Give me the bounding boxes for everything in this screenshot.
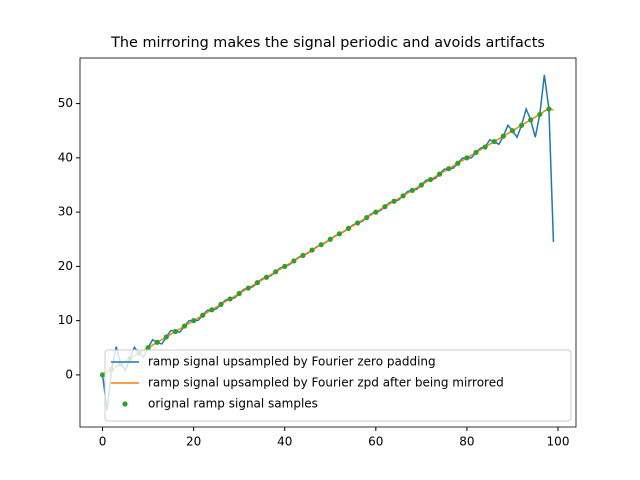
legend-label: ramp signal upsampled by Fourier zero pa…	[148, 355, 436, 369]
point	[218, 301, 224, 307]
legend-marker	[122, 401, 128, 407]
y-tick-label: 40	[58, 150, 73, 164]
point	[209, 307, 215, 313]
point	[528, 117, 534, 123]
point	[336, 231, 342, 237]
y-tick-label: 20	[58, 259, 73, 273]
x-tick-label: 40	[277, 435, 292, 449]
point	[427, 176, 434, 183]
y-tick-label: 0	[65, 367, 73, 381]
point	[163, 334, 169, 340]
x-tick-label: 60	[368, 435, 383, 449]
legend-box	[104, 349, 572, 422]
point	[382, 204, 388, 210]
point	[491, 138, 497, 145]
point	[482, 144, 488, 150]
point	[518, 122, 525, 128]
axes-frame	[79, 57, 577, 428]
point	[418, 182, 424, 188]
point	[181, 323, 188, 329]
point	[309, 247, 315, 253]
x-tick-label: 20	[186, 435, 201, 449]
y-tick-label: 50	[58, 96, 73, 110]
point	[500, 133, 506, 139]
point	[263, 274, 270, 280]
point	[145, 345, 151, 351]
point	[172, 328, 179, 335]
point	[400, 193, 406, 199]
point	[455, 160, 461, 166]
point	[391, 198, 397, 204]
legend-label: ramp signal upsampled by Fourier zpd aft…	[148, 376, 504, 390]
point	[537, 111, 543, 118]
x-tick-label: 0	[99, 435, 107, 449]
point	[546, 106, 552, 112]
point	[318, 242, 324, 248]
y-tick-label: 30	[58, 205, 73, 219]
point	[291, 258, 297, 264]
point	[327, 236, 333, 242]
series-line	[102, 107, 554, 375]
chart-title: The mirroring makes the signal periodic …	[110, 35, 545, 51]
point	[273, 269, 279, 275]
point	[254, 280, 261, 286]
point	[245, 285, 251, 291]
point	[282, 263, 288, 269]
point	[373, 209, 379, 215]
y-tick-label: 10	[58, 313, 73, 327]
point	[436, 171, 443, 177]
point	[509, 128, 516, 134]
point	[227, 296, 233, 302]
point	[191, 318, 197, 324]
x-tick-label: 80	[459, 435, 474, 449]
point	[345, 225, 352, 231]
point	[409, 187, 415, 194]
point	[473, 149, 479, 156]
point	[236, 290, 242, 297]
point	[200, 312, 206, 318]
point	[446, 166, 452, 172]
point	[355, 220, 361, 226]
point	[154, 339, 160, 345]
x-tick-label: 100	[547, 435, 570, 449]
point	[464, 155, 470, 161]
legend-label: orignal ramp signal samples	[148, 397, 318, 411]
point	[99, 372, 106, 378]
point	[364, 214, 370, 221]
point	[300, 252, 306, 259]
